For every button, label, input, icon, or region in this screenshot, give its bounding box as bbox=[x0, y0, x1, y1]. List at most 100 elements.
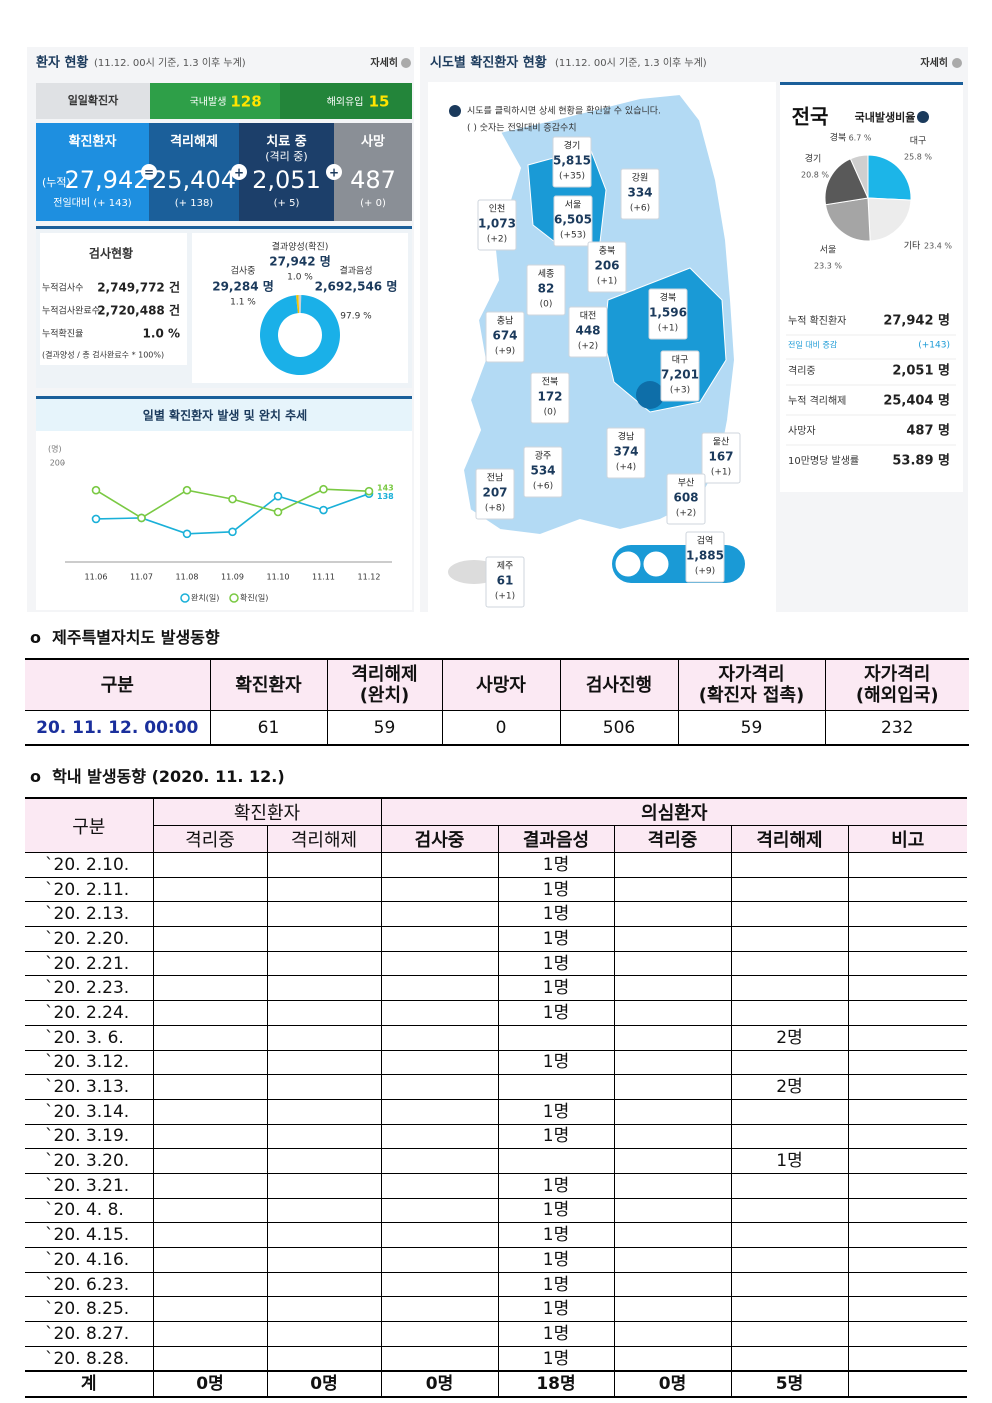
help-icon bbox=[449, 105, 461, 117]
header-row: 격리중 격리해제 검사중 결과음성 격리중 격리해제 비고 bbox=[25, 825, 968, 853]
table-cell bbox=[152, 1296, 268, 1323]
pie-value-label: 23.4 % bbox=[924, 242, 952, 251]
table-cell bbox=[152, 926, 268, 952]
region-label-box[interactable] bbox=[552, 136, 592, 188]
region-label-box[interactable] bbox=[530, 372, 570, 424]
region-change: (0) bbox=[540, 300, 553, 310]
table-cell bbox=[152, 1148, 268, 1174]
table-cell bbox=[847, 1222, 968, 1248]
table-cell: 1명 bbox=[497, 1296, 615, 1323]
operator-icon bbox=[326, 164, 342, 180]
region-label-box[interactable] bbox=[685, 531, 725, 583]
table-cell bbox=[730, 1321, 849, 1347]
tests-note: (결과양성 / 총 검사완료수 * 100%) bbox=[42, 350, 164, 360]
total-row: 계 0명 0명 0명 18명 0명 5명 bbox=[25, 1370, 968, 1398]
stat-label: 10만명당 발생률 bbox=[788, 455, 859, 467]
table-cell bbox=[266, 901, 382, 928]
table-cell bbox=[613, 1024, 732, 1051]
more-link[interactable]: 자세히 bbox=[920, 56, 948, 69]
region-label-box[interactable] bbox=[606, 427, 646, 479]
x-tick-label: 11.07 bbox=[130, 573, 153, 582]
pie-label: 서울 bbox=[820, 245, 837, 256]
donut-share: 97.9 % bbox=[340, 312, 372, 322]
region-name: 서울 bbox=[565, 200, 582, 211]
table-cell: `20. 4.16. bbox=[25, 1247, 154, 1273]
table-cell bbox=[847, 975, 968, 1002]
tests-row-label: 누적확진율 bbox=[42, 328, 83, 340]
table-row: `20. 3.13. 2명 bbox=[25, 1074, 968, 1100]
stat-label: 사망자 bbox=[788, 425, 816, 437]
region-change: (+9) bbox=[495, 347, 515, 357]
region-name: 제주 bbox=[497, 561, 514, 572]
region-count: 7,201 bbox=[661, 368, 699, 382]
region-label-box[interactable] bbox=[666, 473, 706, 525]
table-cell: `20. 2.20. bbox=[25, 926, 154, 952]
status-value: 487 bbox=[350, 166, 396, 194]
campus-table: 구분 확진환자 의심환자 격리중 격리해제 검사중 결과음성 격리중 격리해제 비고 `20… bbox=[25, 797, 968, 1399]
region-label-box[interactable] bbox=[553, 195, 593, 247]
region-change: (+8) bbox=[485, 504, 505, 514]
region-label-box[interactable] bbox=[523, 446, 563, 498]
table-cell bbox=[152, 1098, 268, 1125]
region-label-box[interactable] bbox=[485, 311, 525, 363]
table-cell bbox=[380, 1197, 499, 1224]
table-cell bbox=[730, 950, 849, 977]
panel-title: 환자 현황 bbox=[36, 55, 88, 71]
legend-marker bbox=[180, 593, 190, 603]
region-label-box[interactable] bbox=[568, 306, 608, 358]
region-count: 334 bbox=[627, 186, 652, 200]
end-label: 143 bbox=[377, 484, 394, 493]
table-cell bbox=[613, 1049, 732, 1076]
region-label-box[interactable] bbox=[526, 264, 566, 316]
donut-count: 2,692,546 명 bbox=[315, 280, 398, 294]
trend-title-band bbox=[36, 399, 412, 431]
table-cell bbox=[730, 1049, 849, 1076]
table-cell bbox=[847, 1271, 968, 1298]
table-cell bbox=[613, 1148, 732, 1174]
table-cell bbox=[380, 901, 499, 928]
trend-point bbox=[182, 529, 192, 539]
table-cell bbox=[266, 1197, 382, 1224]
region-label-box[interactable] bbox=[701, 432, 741, 484]
region-label-box[interactable] bbox=[475, 468, 515, 520]
more-link[interactable]: 자세히 bbox=[370, 56, 398, 69]
table-cell bbox=[497, 1074, 615, 1100]
table-cell bbox=[380, 1000, 499, 1026]
region-label-box[interactable] bbox=[660, 350, 700, 402]
table-cell bbox=[266, 1024, 382, 1051]
operator-icon bbox=[141, 164, 157, 180]
region-label-box[interactable] bbox=[648, 288, 688, 340]
stat-value: 487 명 bbox=[906, 423, 950, 439]
region-label-box[interactable] bbox=[620, 168, 660, 220]
header-cell: 확진환자 bbox=[209, 659, 328, 711]
overseas-label: 해외유입 bbox=[327, 95, 364, 108]
table-cell bbox=[730, 901, 849, 928]
table-cell bbox=[152, 1247, 268, 1273]
table-cell bbox=[730, 1271, 849, 1298]
status-value: 2,051 bbox=[252, 166, 321, 194]
status-change: (+ 0) bbox=[360, 198, 386, 209]
table-row: `20. 2.20. 1명 bbox=[25, 926, 968, 952]
region-name: 강원 bbox=[632, 173, 649, 184]
x-tick-label: 11.06 bbox=[85, 573, 108, 582]
table-cell: `20. 8.28. bbox=[25, 1345, 154, 1372]
table-cell bbox=[847, 1148, 968, 1174]
stat-value: 53.89 명 bbox=[892, 453, 950, 469]
region-label-box[interactable] bbox=[587, 241, 627, 293]
header-cell: 의심환자 bbox=[380, 797, 968, 826]
region-label-box[interactable] bbox=[485, 556, 525, 608]
operator-icon bbox=[231, 164, 247, 180]
table-cell bbox=[152, 1074, 268, 1100]
header-cell: 격리중 bbox=[613, 825, 732, 853]
table-cell bbox=[152, 1321, 268, 1347]
tests-box bbox=[40, 233, 187, 365]
table-cell: `20. 3.20. bbox=[25, 1148, 154, 1174]
header-cell: 사망자 bbox=[441, 659, 561, 711]
operator: + bbox=[329, 166, 339, 180]
table-cell: 1명 bbox=[497, 1172, 615, 1199]
region-change: (+2) bbox=[676, 509, 696, 519]
region-label-box[interactable] bbox=[477, 199, 517, 251]
table-row: `20. 3.14. 1명 bbox=[25, 1098, 968, 1125]
pie-slice bbox=[867, 197, 912, 242]
